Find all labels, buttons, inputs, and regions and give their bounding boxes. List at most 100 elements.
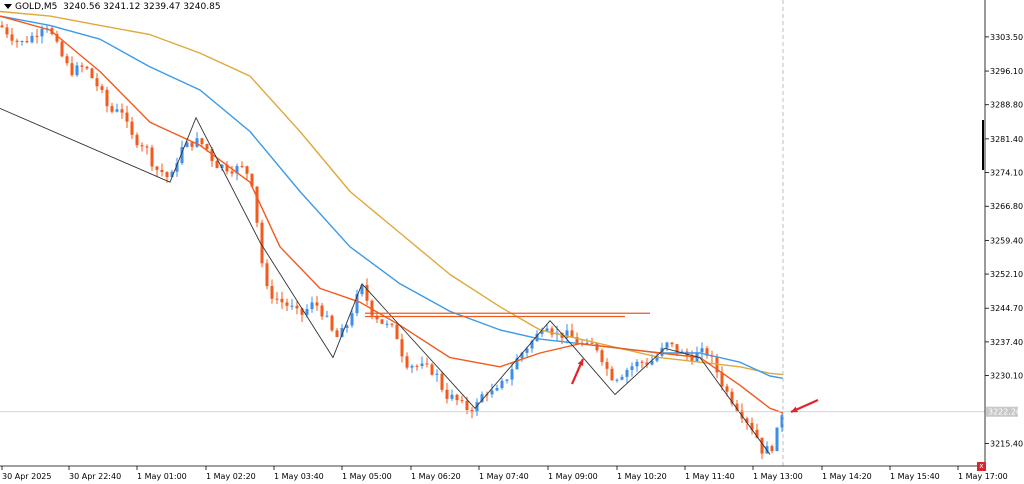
- candle-body: [360, 285, 364, 295]
- candle-body: [180, 147, 184, 164]
- candle-body: [565, 330, 569, 338]
- time-tick-label: 1 May 07:40: [479, 472, 529, 481]
- candle-body: [700, 348, 704, 353]
- candle-body: [250, 173, 254, 187]
- candle-body: [275, 298, 279, 300]
- candle-body: [365, 285, 369, 301]
- candle-body: [450, 394, 454, 399]
- price-tick-label: 3266.80: [990, 202, 1023, 211]
- current-price-label: 3222.26: [988, 408, 1021, 417]
- candle-body: [705, 348, 709, 356]
- candle-body: [345, 325, 349, 328]
- candle-body: [225, 164, 229, 172]
- close-marker[interactable]: x: [977, 462, 986, 471]
- candle-body: [600, 350, 604, 363]
- price-tick-label: 3230.10: [990, 372, 1023, 381]
- candle-body: [725, 386, 729, 392]
- candle-body: [620, 376, 624, 380]
- candle-body: [245, 166, 249, 174]
- candle-body: [115, 109, 119, 112]
- candle-body: [675, 344, 679, 353]
- candle-body: [55, 34, 59, 42]
- axis-scroll-marker[interactable]: [982, 120, 984, 170]
- candle-body: [545, 328, 549, 332]
- price-tick-label: 3303.50: [990, 33, 1023, 42]
- price-tick-label: 3259.40: [990, 236, 1023, 245]
- candle-body: [650, 360, 654, 365]
- candle-body: [430, 364, 434, 375]
- candle-body: [400, 339, 404, 357]
- candle-body: [585, 342, 589, 345]
- candle-body: [530, 341, 534, 349]
- price-tick-label: 3252.10: [990, 270, 1023, 279]
- candle-body: [570, 330, 574, 338]
- ohlc-readout: 3240.56 3241.12 3239.47 3240.85: [63, 2, 221, 12]
- candle-body: [185, 142, 189, 148]
- price-tick-label: 3244.70: [990, 304, 1023, 313]
- candle-body: [750, 422, 754, 430]
- candle-body: [535, 333, 539, 342]
- candle-body: [200, 138, 204, 145]
- dropdown-triangle-icon[interactable]: [4, 4, 12, 9]
- candle-body: [595, 343, 599, 351]
- annotation-arrow-2-head: [791, 406, 798, 413]
- candle-body: [155, 166, 159, 170]
- candle-body: [645, 362, 649, 365]
- candle-body: [130, 121, 134, 135]
- candle-body: [80, 65, 84, 67]
- time-tick-label: 1 May 10:20: [617, 472, 667, 481]
- candle-body: [735, 403, 739, 411]
- candle-body: [280, 298, 284, 303]
- candle-body: [550, 328, 554, 335]
- candle-body: [330, 315, 334, 331]
- candle-body: [635, 361, 639, 367]
- candle-body: [615, 379, 619, 381]
- candle-body: [500, 380, 504, 389]
- candle-body: [660, 347, 664, 356]
- candle-body: [720, 372, 724, 387]
- time-tick-label: 1 May 02:20: [206, 472, 256, 481]
- candle-body: [475, 402, 479, 413]
- time-tick-label: 1 May 06:20: [411, 472, 461, 481]
- time-tick-label: 1 May 03:40: [274, 472, 324, 481]
- candle-body: [175, 163, 179, 172]
- candle-body: [505, 379, 509, 381]
- candle-body: [590, 342, 594, 344]
- candle-body: [740, 410, 744, 419]
- price-tick-label: 3237.40: [990, 338, 1023, 347]
- candle-body: [520, 352, 524, 359]
- candle-body: [390, 323, 394, 325]
- candle-body: [300, 308, 304, 315]
- candle-body: [260, 222, 264, 264]
- candle-body: [20, 41, 24, 43]
- candle-body: [410, 365, 414, 368]
- candle-body: [440, 373, 444, 390]
- candle-body: [30, 35, 34, 43]
- candle-body: [265, 263, 269, 287]
- candle-body: [370, 300, 374, 316]
- candle-body: [490, 390, 494, 395]
- candle-body: [510, 369, 514, 380]
- candle-body: [110, 106, 114, 112]
- candle-body: [745, 418, 749, 423]
- candle-body: [255, 186, 259, 223]
- candle-body: [310, 302, 314, 310]
- candle-body: [625, 369, 629, 377]
- candle-body: [385, 323, 389, 325]
- candle-body: [470, 409, 474, 413]
- candle-body: [395, 324, 399, 340]
- candle-body: [235, 165, 239, 174]
- candle-body: [145, 146, 149, 148]
- candle-body: [240, 165, 244, 167]
- candle-body: [95, 78, 99, 87]
- candle-body: [35, 35, 39, 37]
- candle-body: [15, 40, 19, 42]
- candle-body: [60, 41, 64, 57]
- candle-body: [105, 89, 109, 107]
- time-tick-label: 30 Apr 22:40: [69, 472, 121, 481]
- candle-body: [415, 365, 419, 367]
- time-tick-label: 1 May 05:00: [342, 472, 392, 481]
- candle-body: [665, 342, 669, 348]
- time-tick-label: 30 Apr 2025: [2, 472, 51, 481]
